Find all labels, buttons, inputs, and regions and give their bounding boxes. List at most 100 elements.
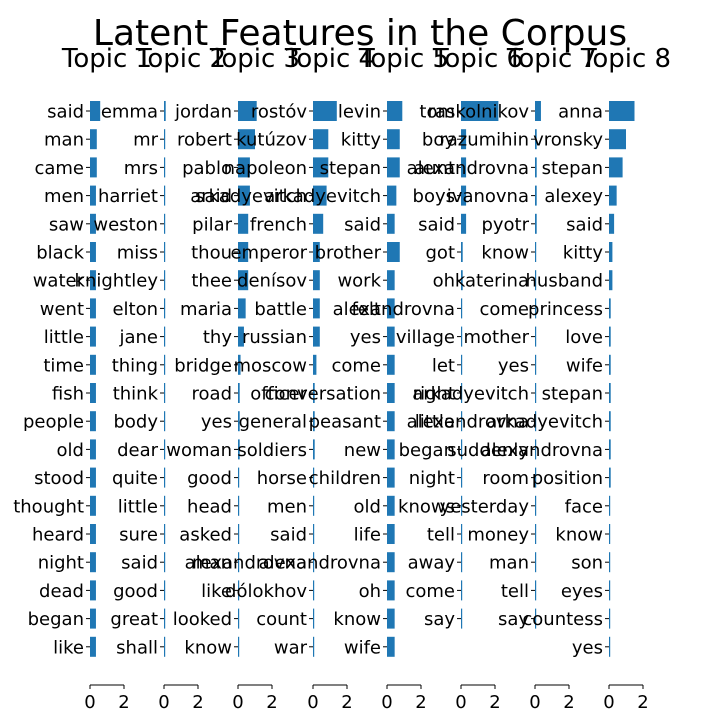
category-label: men — [44, 186, 84, 207]
panel-title: Topic 1 — [61, 44, 152, 74]
category-label: war — [274, 637, 308, 658]
bar — [609, 270, 613, 291]
bar — [313, 608, 315, 629]
category-label: began — [399, 440, 455, 461]
bar — [535, 354, 537, 375]
x-tick-label: 0 — [307, 692, 318, 713]
bar — [313, 383, 315, 403]
category-label: come — [479, 299, 529, 320]
bar — [90, 298, 96, 319]
bar — [238, 411, 240, 432]
bar — [461, 580, 463, 601]
bar — [535, 101, 541, 121]
panel-title: Topic 8 — [580, 44, 671, 74]
bar — [609, 242, 613, 262]
bar — [164, 467, 166, 488]
category-label: black — [36, 243, 84, 264]
bar — [535, 495, 537, 516]
category-label: princess — [528, 299, 603, 320]
bar — [313, 298, 320, 319]
category-label: tom — [419, 102, 455, 123]
bar — [387, 552, 395, 573]
category-label: little — [118, 496, 158, 517]
category-label: yes — [498, 355, 529, 376]
bar — [313, 242, 320, 262]
category-label: mrs — [124, 158, 158, 179]
bar — [90, 157, 97, 178]
category-label: battle — [254, 299, 307, 320]
x-tick-label: 2 — [266, 692, 277, 713]
category-label: know — [481, 243, 529, 264]
category-label: money — [467, 525, 529, 546]
category-label: said — [270, 525, 307, 546]
bar — [387, 467, 395, 488]
bar — [461, 213, 467, 234]
bar — [238, 185, 250, 206]
category-label: night — [38, 553, 84, 574]
topic-panel: Topic 2 emma mr mrs harriet weston miss knightl… — [75, 44, 227, 713]
bar — [609, 411, 611, 432]
category-label: life — [354, 525, 381, 546]
chart-title: Latent Features in the Corpus — [93, 13, 627, 54]
x-tick-label: 0 — [529, 692, 540, 713]
bar — [535, 383, 537, 403]
bar — [609, 552, 611, 573]
bar — [164, 495, 166, 516]
category-label: said — [566, 214, 603, 235]
bar — [535, 298, 537, 319]
category-label: eyes — [561, 581, 603, 602]
bar — [461, 467, 463, 488]
bar — [535, 242, 537, 262]
bar — [609, 129, 626, 150]
category-label: alexandrovna — [407, 158, 529, 179]
x-tick-label: 2 — [637, 692, 648, 713]
bar — [461, 185, 467, 206]
topic-panel: Topic 7 raskolnikov razumihin alexandrovna i… — [407, 44, 598, 713]
category-label: think — [113, 384, 159, 405]
category-label: looked — [173, 609, 232, 630]
bar — [609, 636, 611, 657]
bar — [609, 298, 611, 319]
category-label: moscow — [233, 355, 307, 376]
category-label: alexandrovna — [407, 412, 529, 433]
bar — [535, 129, 537, 150]
panel-title: Topic 3 — [209, 44, 300, 74]
category-label: kutúzov — [236, 130, 307, 151]
bar — [238, 495, 240, 516]
bar — [609, 185, 617, 206]
bar — [90, 495, 96, 516]
topic-panel: Topic 5 levin kitty stepan arkadyevitch said b… — [259, 44, 450, 713]
category-label: mr — [133, 130, 159, 151]
bar — [313, 580, 315, 601]
category-label: russian — [242, 327, 307, 348]
bar — [313, 129, 329, 150]
category-label: night — [409, 468, 455, 489]
category-label: denísov — [237, 271, 307, 292]
topic-panel: Topic 6 tom boy aunt boys said got oh alexandrov… — [333, 44, 524, 713]
x-tick-label: 0 — [232, 692, 243, 713]
bar — [313, 326, 320, 347]
bar — [238, 129, 255, 150]
category-label: time — [43, 355, 84, 376]
bar — [313, 411, 315, 432]
bar — [387, 298, 395, 319]
category-label: thing — [112, 355, 158, 376]
bar — [387, 411, 395, 432]
bar — [164, 185, 166, 206]
category-label: went — [40, 299, 84, 320]
bar — [90, 467, 96, 488]
bar — [535, 157, 537, 178]
bar — [238, 467, 240, 488]
bar — [90, 524, 96, 544]
bar — [90, 608, 96, 629]
category-label: oh — [433, 271, 455, 292]
category-label: raskolnikov — [428, 102, 530, 123]
bar — [609, 439, 611, 460]
category-label: arkadyevitch — [264, 186, 381, 207]
category-label: stepan — [542, 158, 603, 179]
bar — [238, 608, 240, 629]
bar — [90, 383, 96, 403]
category-label: mother — [464, 327, 530, 348]
category-label: dólokhov — [225, 581, 307, 602]
category-label: conversation — [265, 384, 381, 405]
